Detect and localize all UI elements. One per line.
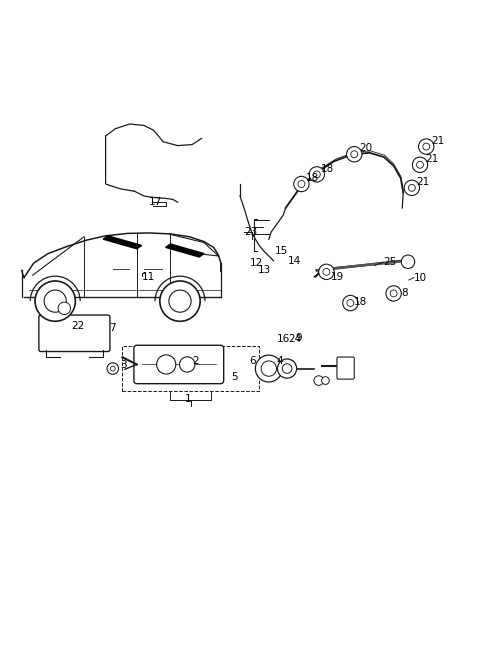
Text: 18: 18: [306, 173, 320, 183]
Circle shape: [282, 364, 292, 373]
Text: 24: 24: [288, 334, 301, 344]
Text: 17: 17: [149, 197, 162, 207]
Text: 8: 8: [401, 289, 408, 298]
Text: 10: 10: [414, 273, 427, 283]
Circle shape: [323, 268, 330, 276]
Text: 25: 25: [383, 257, 396, 267]
Circle shape: [322, 377, 329, 384]
Text: 14: 14: [288, 256, 301, 266]
Circle shape: [58, 302, 71, 315]
Text: 11: 11: [142, 272, 155, 281]
Circle shape: [343, 295, 358, 311]
Text: 21: 21: [417, 177, 430, 187]
Polygon shape: [166, 244, 204, 257]
Circle shape: [294, 176, 309, 192]
Text: 20: 20: [359, 144, 372, 154]
Circle shape: [107, 363, 119, 375]
Circle shape: [277, 359, 297, 378]
Text: 23: 23: [244, 227, 257, 237]
Text: 18: 18: [354, 297, 368, 306]
Circle shape: [298, 180, 305, 188]
Text: 4: 4: [276, 356, 283, 365]
Text: 2: 2: [192, 356, 199, 365]
Circle shape: [314, 376, 324, 385]
Text: 5: 5: [231, 372, 238, 382]
Text: 22: 22: [71, 321, 84, 331]
Circle shape: [417, 161, 423, 168]
FancyBboxPatch shape: [39, 315, 110, 352]
Text: 7: 7: [109, 323, 116, 333]
Circle shape: [347, 146, 362, 162]
Text: 6: 6: [250, 356, 256, 365]
Text: 15: 15: [275, 246, 288, 256]
Circle shape: [401, 255, 415, 268]
Circle shape: [408, 184, 415, 192]
Text: 3: 3: [120, 360, 127, 371]
Text: 16: 16: [277, 333, 290, 344]
Circle shape: [423, 143, 430, 150]
Circle shape: [35, 281, 75, 321]
Text: 9: 9: [295, 333, 302, 342]
Circle shape: [386, 286, 401, 301]
Text: 13: 13: [258, 266, 272, 276]
Circle shape: [419, 139, 434, 154]
Text: 19: 19: [331, 272, 345, 281]
Polygon shape: [317, 261, 403, 270]
Circle shape: [313, 171, 320, 178]
FancyBboxPatch shape: [337, 357, 354, 379]
Circle shape: [351, 151, 358, 157]
Circle shape: [404, 180, 420, 195]
Circle shape: [180, 357, 195, 372]
Text: 18: 18: [321, 163, 334, 174]
Text: 1: 1: [185, 394, 192, 404]
Circle shape: [412, 157, 428, 173]
Text: 21: 21: [425, 154, 438, 164]
FancyBboxPatch shape: [134, 345, 224, 384]
Circle shape: [261, 361, 276, 377]
Circle shape: [44, 290, 66, 312]
Circle shape: [110, 366, 115, 371]
Circle shape: [319, 264, 334, 279]
Polygon shape: [103, 236, 142, 249]
Circle shape: [255, 355, 282, 382]
Circle shape: [347, 300, 354, 306]
Circle shape: [390, 290, 397, 297]
Circle shape: [156, 355, 176, 374]
Circle shape: [309, 167, 324, 182]
Circle shape: [169, 290, 191, 312]
Text: 12: 12: [250, 258, 263, 268]
Text: 21: 21: [431, 136, 444, 146]
Bar: [122, 346, 259, 392]
Circle shape: [160, 281, 200, 321]
